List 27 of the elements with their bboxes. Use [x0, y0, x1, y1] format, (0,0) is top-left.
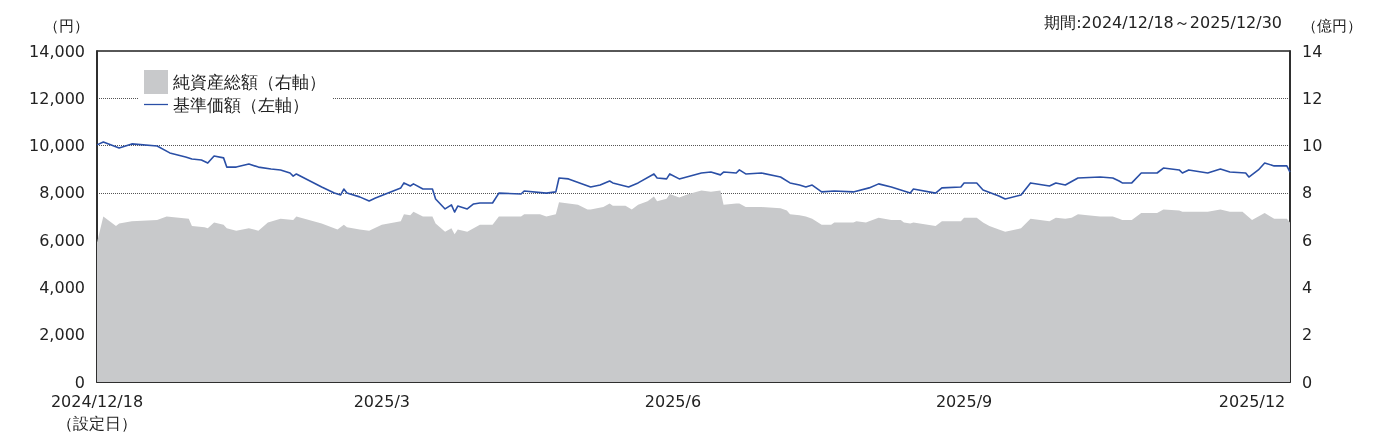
y-tick-label: 14,000 — [29, 41, 85, 61]
y2-tick-label: 10 — [1302, 136, 1323, 156]
y-tick-label: 10,000 — [29, 136, 85, 156]
line-series — [96, 141, 1291, 213]
y-tick-label: 12,000 — [29, 88, 85, 108]
y2-tick-label: 2 — [1302, 325, 1313, 345]
text: 期間:2024/12/18～2025/12/30 — [1044, 12, 1282, 32]
y-tick-label: 0 — [74, 372, 85, 392]
y2-tick-label: 14 — [1302, 41, 1323, 61]
y2-tick-label: 6 — [1302, 230, 1313, 250]
y-tick-label: 4,000 — [39, 277, 85, 297]
y2-tick-label: 8 — [1302, 183, 1313, 203]
y-tick-label: 8,000 — [39, 183, 85, 203]
x-tick-label: 2024/12/18 （設定日） — [50, 391, 144, 433]
legend-label: 基準価額（左軸） — [173, 94, 309, 115]
y2-tick-label: 0 — [1302, 372, 1313, 392]
y2-axis-title: （億円） — [1302, 16, 1362, 35]
x-tick-label: 2025/12 — [1218, 391, 1286, 411]
x-tick-label: 2025/6 — [644, 391, 702, 411]
y2-tick-label: 4 — [1302, 277, 1313, 297]
y2-tick-label: 12 — [1302, 88, 1323, 108]
y-tick-label: 6,000 — [39, 230, 85, 250]
x-tick-label: 2025/9 — [935, 391, 993, 411]
legend-label: 純資産総額（右軸） — [173, 72, 326, 92]
y-tick-label: 2,000 — [39, 325, 85, 345]
y-axis-title: （円） — [44, 16, 89, 35]
x-tick-label: 2025/3 — [353, 391, 410, 411]
